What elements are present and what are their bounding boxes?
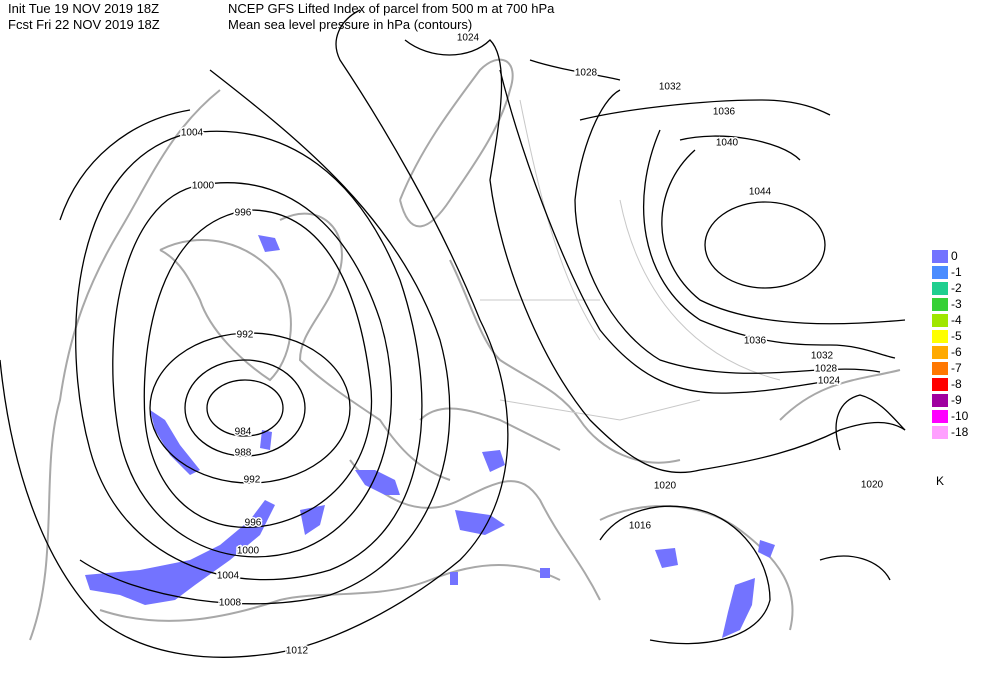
init-time: Init Tue 19 NOV 2019 18Z bbox=[8, 1, 159, 16]
legend-swatch bbox=[932, 266, 948, 279]
legend-label: -8 bbox=[951, 377, 962, 391]
legend-label: -1 bbox=[951, 265, 962, 279]
legend: K 0 -1 -2 -3 -4 -5 -6 -7 -8 -9 -10 -18 bbox=[932, 249, 969, 488]
contour-label: 996 bbox=[245, 518, 262, 529]
contour-label: 984 bbox=[235, 427, 252, 438]
legend-swatch bbox=[932, 362, 948, 375]
contour-label: 1020 bbox=[654, 481, 677, 492]
precipitation-areas bbox=[85, 235, 775, 638]
contour-label: 1016 bbox=[629, 521, 652, 532]
legend-label: -4 bbox=[951, 313, 962, 327]
contour-label: 996 bbox=[235, 208, 252, 219]
legend-swatch bbox=[932, 298, 948, 311]
legend-swatch bbox=[932, 378, 948, 391]
contour-label: 1004 bbox=[181, 128, 204, 139]
legend-swatch bbox=[932, 426, 948, 439]
contour-label: 988 bbox=[235, 448, 252, 459]
legend-label: -10 bbox=[951, 409, 969, 423]
coastlines bbox=[29, 58, 901, 641]
contour-label: 1040 bbox=[716, 138, 739, 149]
contour-label: 1020 bbox=[861, 480, 884, 491]
contour-label: 1032 bbox=[659, 82, 682, 93]
legend-swatch bbox=[932, 282, 948, 295]
legend-unit: K bbox=[936, 474, 944, 488]
contour-labels: 1024 1028 1032 1036 1040 1044 1004 1000 … bbox=[179, 31, 885, 658]
legend-label: -9 bbox=[951, 393, 962, 407]
contour-label: 1004 bbox=[217, 571, 240, 582]
subtitle: Mean sea level pressure in hPa (contours… bbox=[228, 17, 472, 32]
contour-label: 1024 bbox=[818, 376, 841, 387]
contour-label: 1044 bbox=[749, 187, 772, 198]
legend-label: -6 bbox=[951, 345, 962, 359]
legend-label: -7 bbox=[951, 361, 962, 375]
contour-label: 992 bbox=[244, 475, 261, 486]
legend-label: 0 bbox=[951, 249, 958, 263]
legend-swatch bbox=[932, 314, 948, 327]
legend-label: -3 bbox=[951, 297, 962, 311]
contour-label: 1028 bbox=[575, 68, 598, 79]
legend-swatch bbox=[932, 410, 948, 423]
contour-label: 1036 bbox=[713, 107, 736, 118]
contour-label: 1032 bbox=[811, 351, 834, 362]
contour-label: 1008 bbox=[219, 598, 242, 609]
legend-swatch bbox=[932, 250, 948, 263]
legend-swatch bbox=[932, 394, 948, 407]
contour-label: 992 bbox=[237, 330, 254, 341]
legend-swatch bbox=[932, 346, 948, 359]
contour-label: 1028 bbox=[815, 364, 838, 375]
contour-label: 1000 bbox=[192, 181, 215, 192]
contour-label: 1024 bbox=[457, 33, 480, 44]
legend-label: -5 bbox=[951, 329, 962, 343]
legend-label: -2 bbox=[951, 281, 962, 295]
legend-swatch bbox=[932, 330, 948, 343]
header: Init Tue 19 NOV 2019 18Z Fcst Fri 22 NOV… bbox=[8, 1, 555, 32]
contour-label: 1036 bbox=[744, 336, 767, 347]
contour-label: 1012 bbox=[286, 646, 309, 657]
title: NCEP GFS Lifted Index of parcel from 500… bbox=[228, 1, 555, 16]
forecast-time: Fcst Fri 22 NOV 2019 18Z bbox=[8, 17, 160, 32]
legend-label: -18 bbox=[951, 425, 969, 439]
contour-label: 1000 bbox=[237, 546, 260, 557]
isobars bbox=[0, 9, 906, 658]
